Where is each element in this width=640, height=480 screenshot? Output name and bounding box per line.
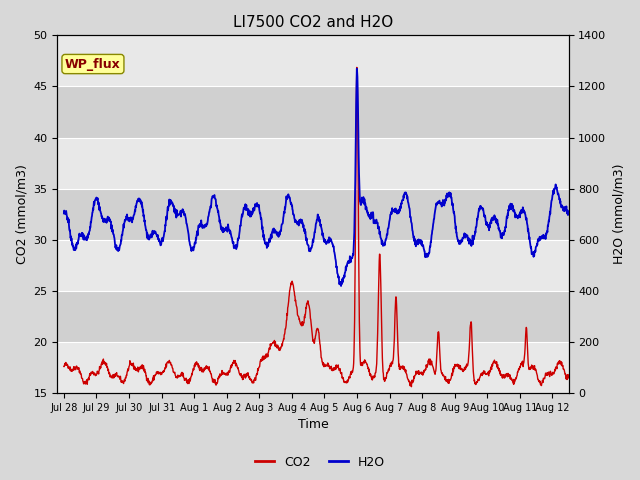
Bar bbox=[58, 291, 568, 342]
Bar bbox=[58, 240, 568, 291]
Y-axis label: H2O (mmol/m3): H2O (mmol/m3) bbox=[612, 164, 625, 264]
Text: WP_flux: WP_flux bbox=[65, 58, 121, 71]
X-axis label: Time: Time bbox=[298, 419, 328, 432]
Title: LI7500 CO2 and H2O: LI7500 CO2 and H2O bbox=[233, 15, 393, 30]
Bar bbox=[58, 138, 568, 189]
Bar bbox=[58, 36, 568, 86]
Bar bbox=[58, 342, 568, 393]
Y-axis label: CO2 (mmol/m3): CO2 (mmol/m3) bbox=[15, 164, 28, 264]
Bar bbox=[58, 189, 568, 240]
Bar bbox=[58, 86, 568, 138]
Legend: CO2, H2O: CO2, H2O bbox=[250, 451, 390, 474]
